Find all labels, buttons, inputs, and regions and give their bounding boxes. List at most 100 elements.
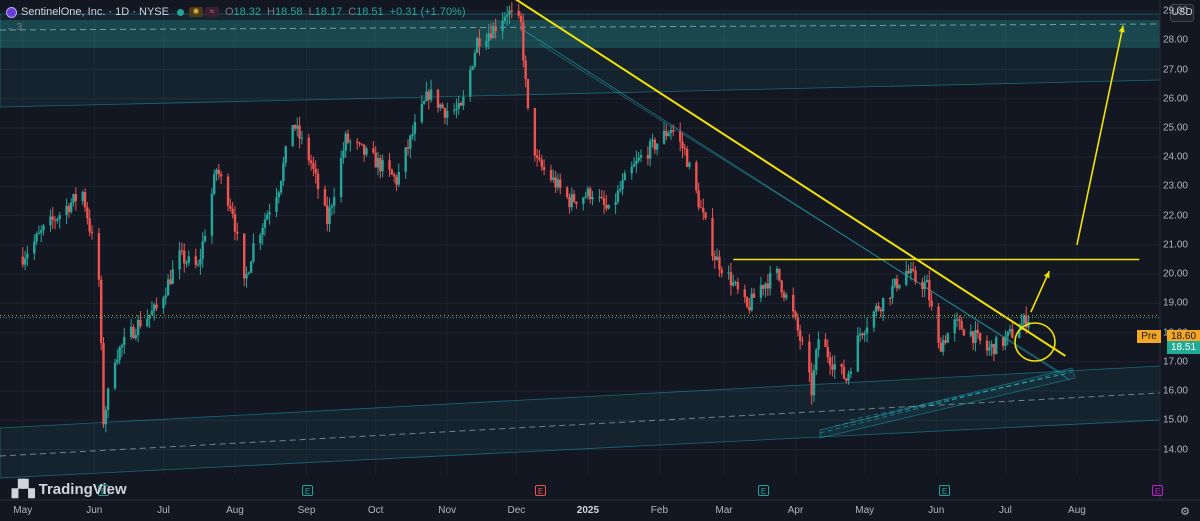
candle-down [743,289,746,298]
candle-up [376,158,380,168]
symbol-title: SentinelOne, Inc. · 1D · NYSE [21,6,169,18]
candle-up [856,335,860,372]
candle-down [542,167,546,170]
candle-up [815,349,818,371]
earnings-marker-icon[interactable]: E [939,485,950,496]
price-tick-label: 19.00 [1162,297,1188,309]
candle-up [872,311,876,328]
events-flag-icon[interactable]: ≈ [204,7,219,17]
candle-down [533,108,537,156]
candle-down [914,270,917,282]
candle-down [845,378,848,381]
candle-up [487,33,490,41]
candle-up [462,96,465,106]
candle-up [598,196,601,198]
candle-down [695,162,698,191]
candle-up [291,125,294,147]
tradingview-logo[interactable]: ▞▚ TradingView [12,479,127,499]
candle-down [713,256,716,261]
candle-up [923,282,926,290]
market-status-icon [176,8,184,16]
candle-down [312,163,315,169]
candle-down [572,194,576,202]
support-ray [819,369,1073,434]
candle-up [469,69,472,97]
time-tick-label: Jul [157,505,170,516]
breakout-circle [1014,322,1056,362]
earnings-marker-icon[interactable]: E [1152,485,1163,496]
candle-up [925,280,929,283]
candle-up [422,101,426,104]
candle-down [86,207,89,219]
indicators-toggle[interactable]: ⌄ 3 [6,22,22,33]
candle-up [750,293,753,311]
candle-down [718,256,721,270]
candle-down [362,144,366,155]
candle-up [1006,331,1009,337]
open-label: O [224,6,234,18]
price-tick-label: 24.00 [1162,151,1188,163]
candle-up [946,333,949,343]
candle-down [67,205,71,212]
candle-up [26,253,29,259]
candle-up [905,271,908,285]
settings-gear-icon[interactable]: ⚙ [1180,506,1190,518]
candle-down [139,319,142,327]
candle-up [420,103,424,123]
price-tick-label: 16.00 [1162,385,1188,397]
symbol-header[interactable]: SentinelOne, Inc. · 1D · NYSE ✺ ≈ O 18.32… [6,4,472,20]
earnings-marker-icon[interactable]: E [302,485,313,496]
candle-down [219,174,223,177]
candle-down [88,218,91,232]
candle-up [586,188,590,197]
candle-up [501,20,504,31]
candle-down [879,309,883,312]
candle-up [106,388,110,411]
candle-down [231,208,234,215]
projection-arrow [1076,25,1124,246]
candle-up [411,133,414,136]
candle-down [782,292,786,298]
candle-up [582,197,585,204]
candle-down [888,297,892,299]
candle-down [877,305,880,310]
candle-up [584,196,587,198]
candle-down [372,148,375,153]
candle-up [1008,329,1012,332]
candle-down [930,300,933,307]
candle-up [37,232,41,234]
currency-button[interactable]: USD [1170,4,1194,22]
candle-up [342,150,345,158]
dividend-flag-icon[interactable]: ✺ [188,7,203,17]
candle-down [99,279,103,344]
candle-up [275,197,278,213]
candle-up [104,410,108,425]
candle-down [540,159,543,168]
candle-down [745,297,749,307]
candle-up [833,363,836,370]
candle-up [261,227,264,235]
candle-down [522,22,525,61]
earnings-marker-icon[interactable]: E [98,485,109,496]
candle-up [150,310,154,315]
earnings-marker-icon[interactable]: E [535,485,546,496]
candle-up [775,268,779,273]
candle-up [619,189,622,191]
candle-up [266,214,269,220]
candle-up [116,359,119,363]
candle-down [1025,315,1028,328]
candle-up [279,181,283,193]
candle-down [985,340,989,351]
candle-up [552,177,555,180]
candle-up [847,373,850,381]
change-value: +0.31 (+1.70%) [389,6,466,18]
candle-down [672,130,675,132]
chevron-down-icon: ⌄ [6,22,14,32]
candle-up [210,193,214,236]
earnings-marker-icon[interactable]: E [758,485,769,496]
candle-up [688,162,691,167]
candle-up [123,336,126,345]
price-tick-label: 25.00 [1162,122,1188,134]
breakout-arrow-head-icon [1043,271,1050,279]
